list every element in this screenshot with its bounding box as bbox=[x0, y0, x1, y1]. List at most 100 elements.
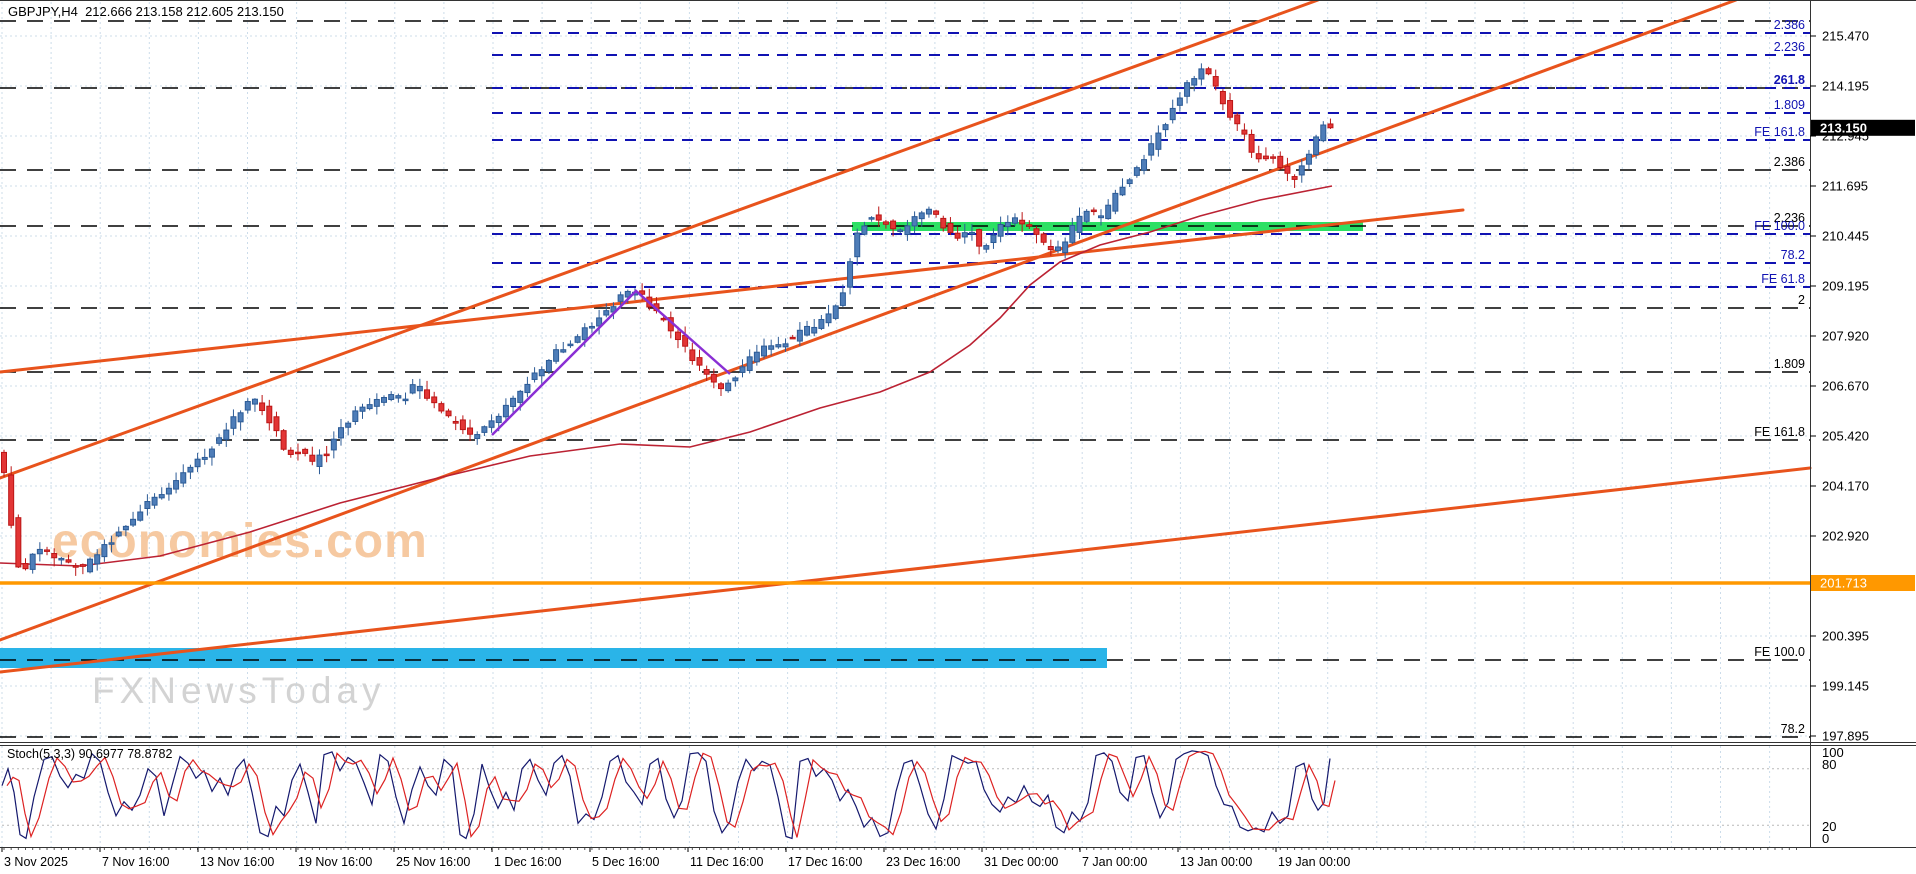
price-axis: 215.470214.195212.945211.695210.445209.1… bbox=[1810, 29, 1869, 846]
candle-body bbox=[746, 356, 753, 371]
candle-body bbox=[467, 427, 474, 435]
price-tick-label: 207.920 bbox=[1822, 329, 1869, 344]
date-tick-label: 13 Nov 16:00 bbox=[200, 855, 274, 869]
candle-body bbox=[875, 214, 882, 221]
candle-body bbox=[108, 542, 115, 545]
price-tick-label: 205.420 bbox=[1822, 429, 1869, 444]
candle-body bbox=[151, 496, 158, 506]
candle-body bbox=[244, 401, 251, 411]
candle-body bbox=[1212, 76, 1219, 87]
candle-body bbox=[287, 449, 294, 455]
candle-body bbox=[818, 319, 825, 329]
candle-body bbox=[545, 359, 552, 372]
candle-body bbox=[1047, 245, 1054, 251]
candle-body bbox=[345, 422, 352, 428]
candle-body bbox=[753, 351, 760, 363]
candle-body bbox=[861, 225, 868, 235]
fib-level-label: 2 bbox=[1798, 293, 1805, 307]
date-tick-label: 5 Dec 16:00 bbox=[592, 855, 659, 869]
candle-body bbox=[725, 382, 732, 392]
candle-body bbox=[1205, 68, 1212, 75]
date-tick-label: 7 Jan 00:00 bbox=[1082, 855, 1147, 869]
candle-body bbox=[72, 565, 79, 568]
candle-body bbox=[201, 456, 208, 460]
date-tick-label: 31 Dec 00:00 bbox=[984, 855, 1058, 869]
candle-body bbox=[1040, 233, 1047, 243]
candle-body bbox=[130, 518, 137, 526]
stoch-tick-label: 80 bbox=[1822, 757, 1836, 772]
date-tick-label: 1 Dec 16:00 bbox=[494, 855, 561, 869]
candle-body bbox=[402, 398, 409, 402]
candle-body bbox=[165, 487, 172, 495]
candle-body bbox=[237, 412, 244, 423]
price-tick-label: 204.170 bbox=[1822, 479, 1869, 494]
current-price-badge: 213.150 bbox=[1811, 119, 1915, 136]
trend-line bbox=[0, 0, 1738, 642]
price-tick-label: 200.395 bbox=[1822, 629, 1869, 644]
support-price-text: 201.713 bbox=[1820, 576, 1867, 591]
candle-body bbox=[459, 419, 466, 431]
candle-body bbox=[101, 544, 108, 558]
date-tick-label: 7 Nov 16:00 bbox=[102, 855, 169, 869]
candle-body bbox=[1004, 221, 1011, 228]
candle-body bbox=[230, 416, 237, 429]
trend-line bbox=[0, 466, 1812, 674]
candle-body bbox=[674, 331, 681, 341]
candle-body bbox=[223, 429, 230, 440]
candle-body bbox=[1076, 215, 1083, 233]
fib-level-label: 1.809 bbox=[1774, 98, 1805, 112]
candle-body bbox=[1083, 210, 1090, 222]
candle-body bbox=[954, 232, 961, 239]
candle-body bbox=[388, 394, 395, 401]
candle-body bbox=[624, 290, 631, 298]
candle-body bbox=[1162, 124, 1169, 131]
stoch-tick-label: 0 bbox=[1822, 831, 1829, 846]
stoch-tick-label: 100 bbox=[1822, 745, 1844, 760]
highlight-bands bbox=[0, 222, 1363, 668]
candle-body bbox=[1098, 215, 1105, 219]
candle-body bbox=[266, 405, 273, 424]
candle-body bbox=[531, 372, 538, 380]
candle-body bbox=[1284, 165, 1291, 174]
candle-body bbox=[1191, 78, 1198, 86]
candle-body bbox=[524, 383, 531, 394]
candle-body bbox=[438, 403, 445, 412]
date-tick-label: 25 Nov 16:00 bbox=[396, 855, 470, 869]
fib-level-label: FE 161.8 bbox=[1754, 125, 1805, 139]
candle-body bbox=[36, 548, 43, 555]
candle-body bbox=[144, 501, 151, 509]
candle-body bbox=[29, 553, 36, 570]
candle-body bbox=[517, 390, 524, 403]
candle-body bbox=[961, 232, 968, 238]
price-tick-label: 206.670 bbox=[1822, 379, 1869, 394]
candle-body bbox=[352, 410, 359, 422]
candle-body bbox=[1241, 129, 1248, 135]
candle-body bbox=[782, 343, 789, 348]
chart-background-layer bbox=[0, 2, 1810, 847]
candle-body bbox=[789, 336, 796, 340]
stoch-k-line bbox=[1, 750, 1331, 840]
candle-body bbox=[983, 245, 990, 250]
candle-body bbox=[567, 343, 574, 347]
trend-line bbox=[0, 208, 1465, 374]
candle-body bbox=[997, 223, 1004, 237]
candle-body bbox=[968, 231, 975, 235]
candle-body bbox=[1112, 192, 1119, 212]
fib-level-label: 1.809 bbox=[1774, 357, 1805, 371]
candle-body bbox=[768, 345, 775, 350]
fib-level-label: 2.386 bbox=[1774, 155, 1805, 169]
candle-body bbox=[1248, 133, 1255, 153]
candle-body bbox=[1155, 132, 1162, 150]
candle-body bbox=[890, 220, 897, 230]
fib-level-label: 2.236 bbox=[1774, 211, 1805, 225]
candle-body bbox=[381, 397, 388, 403]
stoch-indicator-label: Stoch(5,3,3) 90.6977 78.8782 bbox=[7, 747, 173, 761]
candle-body bbox=[1327, 123, 1334, 129]
candle-body bbox=[51, 553, 58, 559]
candle-body bbox=[1305, 153, 1312, 165]
candle-body bbox=[775, 344, 782, 348]
date-tick-label: 23 Dec 16:00 bbox=[886, 855, 960, 869]
fib-levels-blue: 2.386 2.236 261.8 1.809 FE 161.8 FE 100.0 78.2… bbox=[492, 18, 1810, 288]
candle-body bbox=[1169, 107, 1176, 121]
